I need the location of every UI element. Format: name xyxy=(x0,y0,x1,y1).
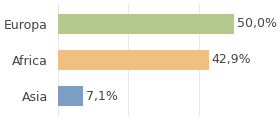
Bar xyxy=(58,14,234,34)
Text: 42,9%: 42,9% xyxy=(212,54,251,66)
Bar xyxy=(58,86,83,106)
Text: 50,0%: 50,0% xyxy=(237,18,277,30)
Bar xyxy=(58,50,209,70)
Text: 7,1%: 7,1% xyxy=(86,90,118,102)
